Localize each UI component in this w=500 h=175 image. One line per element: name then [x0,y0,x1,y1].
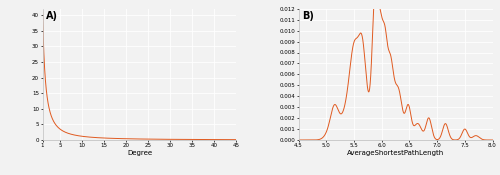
X-axis label: Degree: Degree [127,150,152,156]
Text: A): A) [46,11,58,21]
Text: B): B) [302,11,314,21]
X-axis label: AverageShortestPathLength: AverageShortestPathLength [347,150,444,156]
